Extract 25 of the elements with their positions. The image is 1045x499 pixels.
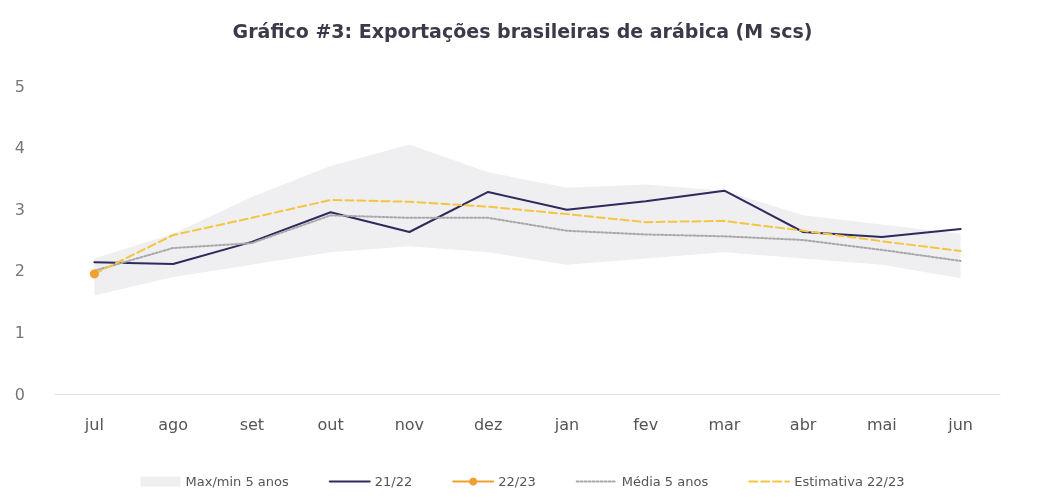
legend-label: 21/22 <box>374 474 413 489</box>
legend-label: Estimativa 22/23 <box>794 474 905 489</box>
x-tick-label: dez <box>473 414 503 434</box>
x-tick-label: jun <box>947 414 973 434</box>
x-tick-label: ago <box>158 414 188 434</box>
x-tick-label: jul <box>83 414 104 434</box>
x-tick-label: fev <box>633 414 659 434</box>
legend-label: Max/min 5 anos <box>185 474 289 489</box>
y-tick-label: 1 <box>14 322 25 342</box>
legend-label: 22/23 <box>498 474 536 489</box>
y-tick-label: 4 <box>14 138 25 158</box>
x-tick-label: abr <box>789 414 817 434</box>
chart-title: Gráfico #3: Exportações brasileiras de arábica (M scs) <box>232 19 813 42</box>
x-tick-label: jan <box>553 414 580 434</box>
y-tick-label: 2 <box>14 261 25 281</box>
x-tick-label: out <box>317 414 344 434</box>
x-tick-label: mai <box>866 414 897 434</box>
legend-label: Média 5 anos <box>621 474 709 489</box>
x-tick-label: set <box>239 414 265 434</box>
line-series <box>93 189 962 266</box>
x-tick-label: nov <box>394 414 425 434</box>
y-tick-label: 5 <box>14 76 25 96</box>
y-tick-label: 3 <box>14 199 25 219</box>
x-tick-label: mar <box>708 414 741 434</box>
y-tick-label: 0 <box>14 384 25 404</box>
